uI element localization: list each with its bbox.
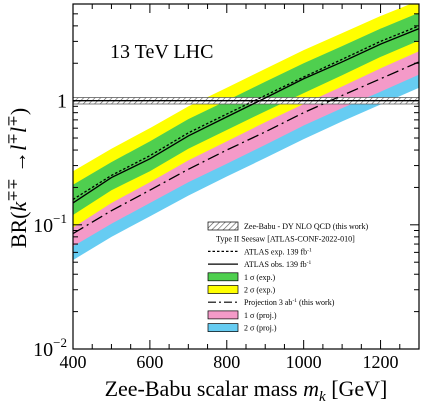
legend-item-atlas_exp: ATLAS exp. 139 fb-1 — [208, 247, 312, 256]
legend-label: 2 σ (exp.) — [244, 286, 276, 295]
legend-item-exp_2sigma: 2 σ (exp.) — [207, 285, 276, 295]
legend-item-proj: Projection 3 ab-1 (this work) — [208, 298, 335, 307]
legend-label: 2 σ (proj.) — [244, 324, 277, 333]
legend-label: Zee-Babu - DY NLO QCD (this work) — [244, 222, 368, 231]
legend-item-header: Type II Seesaw [ATLAS-CONF-2022-010] — [216, 235, 355, 244]
axes-layer: 400 600 800 1000 1200 1 10−1 10−2 — [33, 3, 420, 372]
x-tick-label: 1200 — [363, 352, 399, 372]
chart-annotation: 13 TeV LHC — [110, 41, 213, 63]
legend-item-exp_1sigma: 1 σ (exp.) — [207, 272, 276, 282]
bands-layer — [73, 4, 419, 261]
legend-label: 1 σ (proj.) — [244, 311, 277, 320]
y-tick-label: 10−1 — [33, 211, 67, 237]
legend-item-atlas_obs: ATLAS obs. 139 fb-1 — [208, 260, 312, 269]
legend-swatch — [207, 221, 239, 231]
legend-label: ATLAS obs. 139 fb-1 — [244, 260, 312, 269]
x-tick-label: 400 — [60, 352, 87, 372]
legend-swatch — [207, 310, 239, 320]
legend: Zee-Babu - DY NLO QCD (this work) Type II… — [207, 221, 368, 333]
y-tick-label: 10−2 — [33, 335, 67, 361]
legend-label: 1 σ (exp.) — [244, 273, 276, 282]
legend-label: Type II Seesaw [ATLAS-CONF-2022-010] — [216, 235, 355, 244]
lines-layer — [73, 25, 419, 235]
legend-swatch — [207, 323, 239, 332]
legend-item-proj_1sigma: 1 σ (proj.) — [207, 310, 277, 320]
line-atlas_exp — [73, 25, 419, 201]
legend-item-proj_2sigma: 2 σ (proj.) — [207, 323, 277, 333]
line-atlas_obs — [73, 28, 419, 204]
line-proj — [73, 61, 419, 235]
legend-swatch — [207, 285, 239, 294]
legend-label: ATLAS exp. 139 fb-1 — [244, 247, 312, 256]
y-tick-label: 1 — [57, 91, 67, 113]
x-tick-label: 1000 — [286, 352, 322, 372]
x-axis-label: Zee-Babu scalar mass mk [GeV] — [105, 376, 388, 405]
legend-label: Projection 3 ab-1 (this work) — [244, 298, 335, 307]
x-tick-label: 800 — [213, 352, 240, 372]
legend-swatch — [207, 272, 239, 282]
y-axis-label: BR(k∓∓ →l∓l∓) — [6, 108, 31, 248]
x-tick-label: 600 — [136, 352, 163, 372]
legend-item-zeebabu: Zee-Babu - DY NLO QCD (this work) — [207, 221, 368, 231]
